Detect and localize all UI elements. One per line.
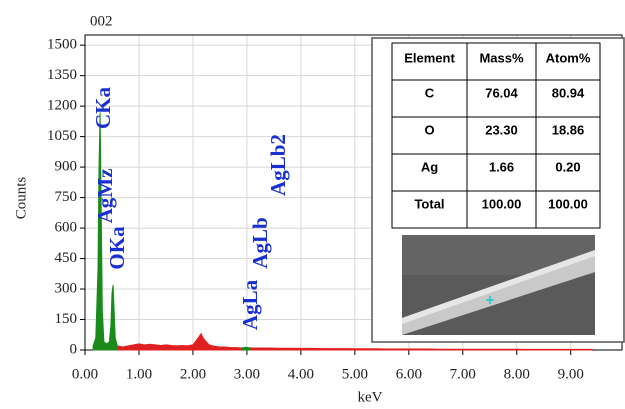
peak-label: AgMz	[93, 169, 117, 224]
x-tick-label: 9.00	[558, 366, 584, 382]
x-tick-label: 5.00	[342, 366, 368, 382]
peak-label: OKa	[105, 226, 129, 270]
x-tick-label: 2.00	[180, 366, 206, 382]
y-tick-label: 750	[55, 189, 78, 205]
table-text: Mass%	[479, 50, 524, 65]
y-tick-label: 1050	[47, 128, 77, 144]
table-text: 23.30	[485, 122, 518, 137]
x-tick-label: 4.00	[288, 366, 314, 382]
x-tick-label: 3.00	[234, 366, 260, 382]
table-text: 76.04	[485, 85, 518, 100]
table-text: Ag	[421, 159, 438, 174]
x-tick-label: 7.00	[450, 366, 476, 382]
y-tick-label: 600	[55, 220, 78, 236]
table-text: C	[425, 85, 435, 100]
x-tick-label: 8.00	[504, 366, 530, 382]
y-tick-label: 0	[70, 341, 78, 357]
y-tick-label: 900	[55, 159, 78, 175]
y-axis-label: Counts	[13, 177, 29, 220]
table-text: 18.86	[552, 122, 585, 137]
x-tick-label: 6.00	[396, 366, 422, 382]
table-text: Atom%	[546, 50, 591, 65]
x-axis-label: keV	[358, 389, 383, 405]
x-tick-label: 0.00	[72, 366, 98, 382]
y-tick-label: 450	[55, 250, 78, 266]
chart-title: 002	[90, 13, 113, 29]
y-tick-label: 1500	[47, 37, 77, 53]
y-tick-label: 300	[55, 280, 78, 296]
table-text: 1.66	[489, 159, 514, 174]
table-text: 0.20	[555, 159, 580, 174]
table-text: 100.00	[482, 196, 522, 211]
y-tick-label: 1200	[47, 98, 77, 114]
table-text: Total	[414, 196, 444, 211]
table-text: O	[424, 122, 434, 137]
table-text: Element	[404, 50, 455, 65]
peak-label: AgLb	[248, 217, 272, 268]
sem-image	[402, 235, 595, 335]
y-tick-label: 1350	[47, 67, 77, 83]
spectrum-area	[242, 347, 251, 350]
x-tick-label: 1.00	[126, 366, 152, 382]
y-tick-label: 150	[55, 311, 78, 327]
table-text: 100.00	[548, 196, 588, 211]
peak-label: AgLb2	[266, 134, 290, 196]
table-text: 80.94	[552, 85, 585, 100]
chart: 002 Counts keV 0 150 300 450 600 750 900 1050 12…	[0, 0, 625, 409]
peak-label: CKa	[91, 87, 115, 130]
peak-label: AgLa	[238, 279, 262, 330]
